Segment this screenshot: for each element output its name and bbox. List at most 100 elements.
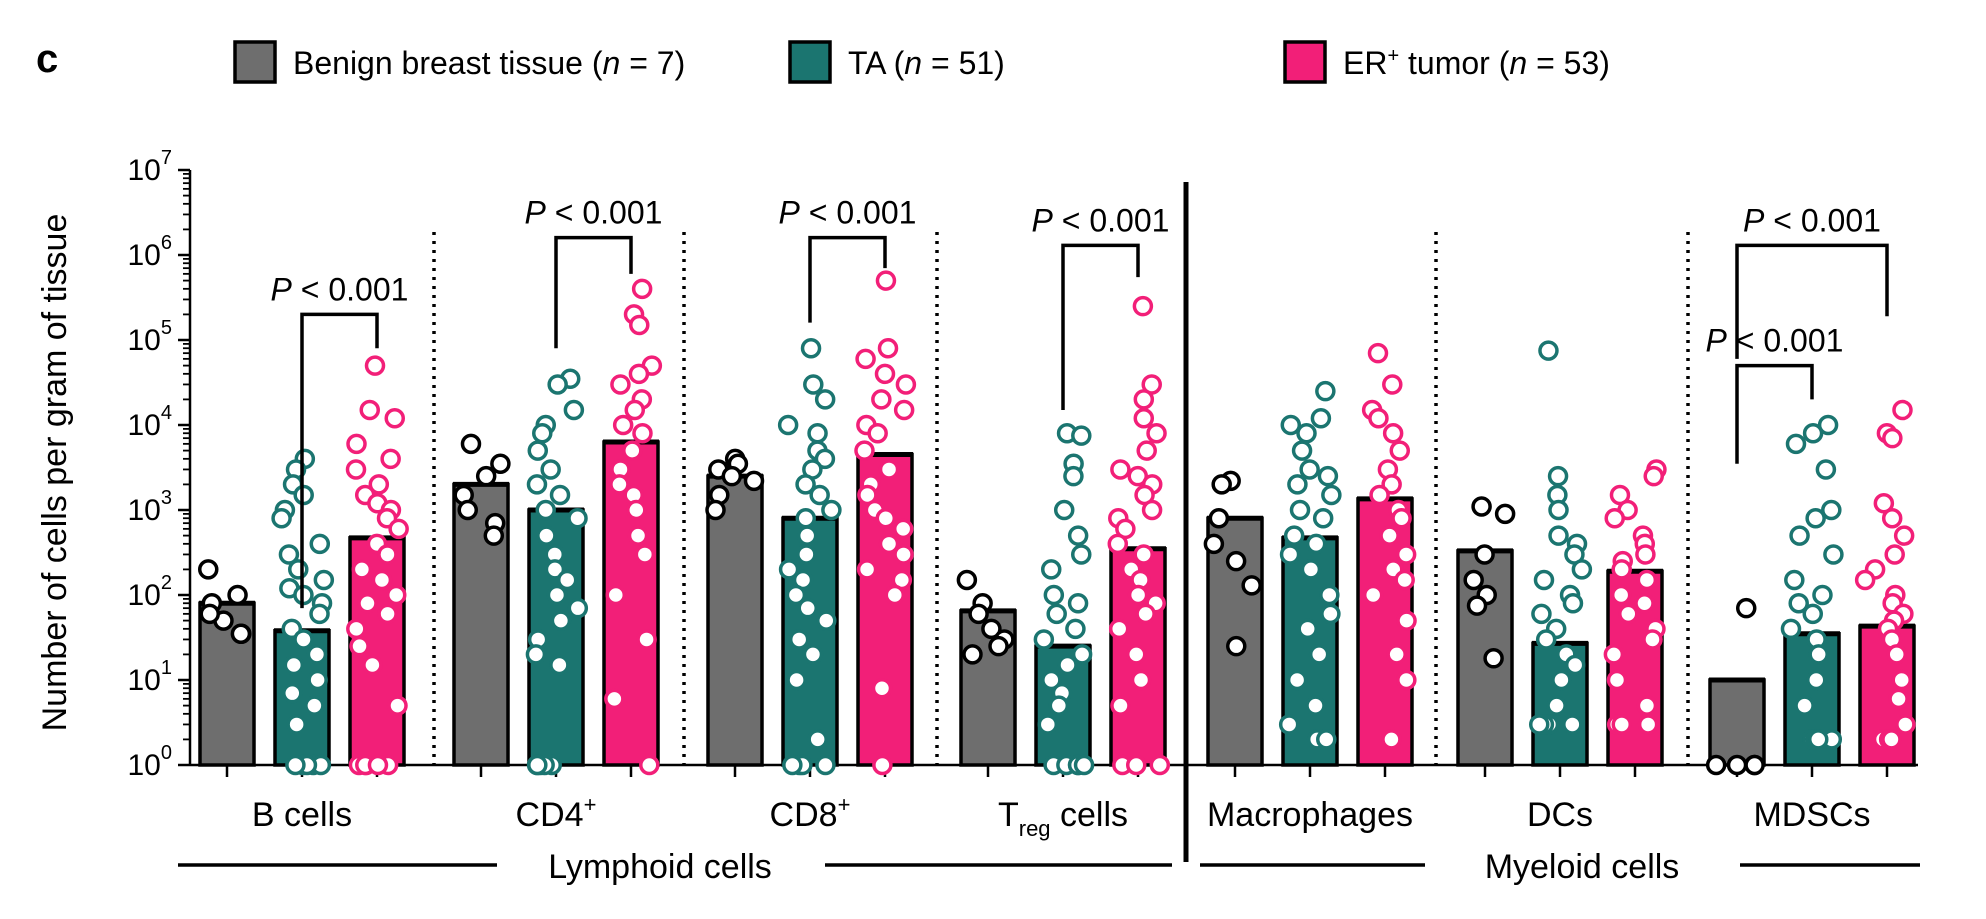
data-point-er: [364, 355, 386, 376]
data-point-benign: [1241, 575, 1262, 596]
data-point-benign: [475, 465, 497, 487]
data-point-er: [871, 389, 892, 410]
data-point-ta: [536, 525, 557, 546]
data-point-ta: [1043, 584, 1065, 606]
data-point-ta: [778, 559, 800, 580]
p-symbol: P: [1743, 202, 1765, 238]
legend-swatch-benign: [233, 40, 277, 84]
data-point-benign: [981, 618, 1002, 640]
data-point-er: [362, 654, 383, 676]
category-label-sub: reg: [1019, 816, 1051, 841]
category-label: DCs: [1527, 796, 1593, 834]
significance-bracket: P < 0.001: [1032, 202, 1169, 411]
data-point-er: [1642, 629, 1663, 650]
data-point-er: [1367, 342, 1389, 364]
p-value-text: < 0.001: [1764, 202, 1881, 238]
y-tick-exp: 4: [161, 402, 172, 424]
data-point-ta: [809, 484, 830, 506]
data-point-ta: [1287, 474, 1308, 495]
data-point-er: [1132, 295, 1154, 317]
p-value-label: P < 0.001: [271, 271, 409, 307]
data-point-er: [1610, 584, 1632, 606]
data-point-ta: [525, 644, 547, 665]
data-point-benign: [1471, 496, 1492, 517]
data-point-er: [867, 422, 888, 444]
data-point-ta: [1291, 440, 1313, 461]
category-6: [1705, 399, 1916, 777]
data-point-ta: [293, 629, 314, 650]
data-point-ta: [1538, 340, 1559, 361]
data-point-benign: [1208, 507, 1230, 529]
data-point-ta: [795, 507, 817, 529]
data-point-ta: [1528, 714, 1550, 735]
data-point-ta: [547, 374, 568, 395]
data-point-ta: [526, 474, 548, 495]
data-point-ta: [556, 569, 578, 591]
data-point-ta: [803, 374, 824, 395]
data-point-er: [605, 584, 627, 606]
data-point-ta: [567, 507, 588, 529]
category-label: Treg cells: [998, 796, 1128, 841]
y-tick-exp: 0: [161, 742, 172, 764]
category-label-text: Macrophages: [1207, 796, 1413, 834]
data-point-benign: [199, 603, 220, 625]
data-point-ta: [821, 499, 842, 521]
data-point-er: [856, 559, 878, 580]
data-point-ta: [567, 597, 589, 619]
data-point-ta: [1562, 592, 1584, 614]
data-point-er: [1146, 422, 1167, 444]
y-tick-exp: 1: [161, 657, 172, 679]
y-tick-base: 10: [128, 749, 161, 782]
data-point-er: [1603, 644, 1625, 665]
data-point-ta: [1788, 592, 1809, 614]
data-point-er: [610, 374, 631, 395]
data-point-benign: [956, 569, 978, 591]
y-tick-base: 10: [128, 664, 161, 697]
y-tick-base: 10: [128, 579, 161, 612]
significance-bracket: P < 0.001: [1735, 202, 1889, 359]
data-point-benign: [1211, 474, 1232, 495]
data-point-er: [1108, 618, 1130, 640]
data-point-er: [1611, 714, 1633, 735]
data-point-benign: [490, 453, 511, 475]
data-point-ta: [1033, 629, 1055, 650]
category-4: [1203, 342, 1417, 777]
data-point-ta: [1571, 559, 1593, 580]
p-value-text: < 0.001: [546, 195, 663, 231]
data-point-ta: [1320, 603, 1341, 625]
data-point-ta: [1046, 603, 1067, 625]
y-tick-label: 102: [128, 572, 173, 612]
data-point-er: [367, 754, 389, 776]
legend-n-value: = 53): [1527, 45, 1610, 81]
data-point-ta: [535, 499, 556, 521]
data-point-benign: [968, 603, 989, 625]
data-point-ta: [1037, 714, 1059, 735]
data-point-ta: [1057, 654, 1078, 676]
data-point-ta: [1283, 525, 1305, 546]
data-point-er: [368, 474, 390, 495]
y-tick-label: 107: [128, 147, 173, 187]
data-point-er: [893, 399, 915, 421]
p-value-text: < 0.001: [800, 195, 917, 231]
data-point-er: [1107, 533, 1129, 555]
data-point-er: [1110, 695, 1131, 716]
data-point-benign: [460, 433, 482, 455]
category-label: B cells: [252, 796, 352, 834]
data-point-ta: [1041, 669, 1062, 691]
category-label-text: B cells: [252, 796, 352, 834]
data-point-er: [377, 544, 398, 565]
data-point-er: [1636, 569, 1658, 591]
data-point-ta: [1817, 414, 1839, 436]
data-point-ta: [777, 414, 799, 436]
data-point-er: [1125, 754, 1147, 776]
data-point-ta: [540, 459, 561, 480]
data-point-er: [1611, 559, 1632, 580]
data-point-er: [384, 408, 405, 429]
data-point-er: [1882, 427, 1903, 449]
data-point-ta: [550, 610, 572, 631]
data-point-ta: [532, 422, 553, 444]
data-point-er: [884, 584, 906, 606]
data-point-ta: [1305, 533, 1327, 555]
data-point-ta: [1815, 459, 1837, 480]
